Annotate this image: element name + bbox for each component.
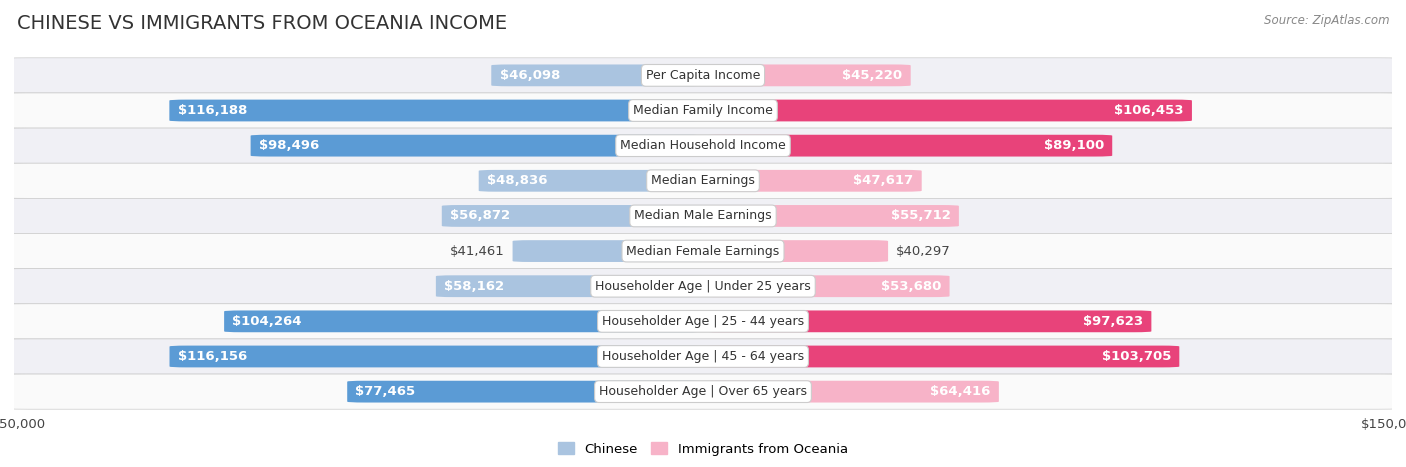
Text: $103,705: $103,705 <box>1102 350 1171 363</box>
Text: Median Household Income: Median Household Income <box>620 139 786 152</box>
Text: $89,100: $89,100 <box>1043 139 1104 152</box>
Text: $46,098: $46,098 <box>499 69 560 82</box>
Text: Median Male Earnings: Median Male Earnings <box>634 209 772 222</box>
Text: $45,220: $45,220 <box>842 69 903 82</box>
FancyBboxPatch shape <box>250 135 703 156</box>
Text: Source: ZipAtlas.com: Source: ZipAtlas.com <box>1264 14 1389 27</box>
FancyBboxPatch shape <box>513 240 703 262</box>
FancyBboxPatch shape <box>170 346 703 368</box>
Text: Median Earnings: Median Earnings <box>651 174 755 187</box>
Text: Householder Age | Under 25 years: Householder Age | Under 25 years <box>595 280 811 293</box>
FancyBboxPatch shape <box>703 346 1180 368</box>
Text: $58,162: $58,162 <box>444 280 505 293</box>
Legend: Chinese, Immigrants from Oceania: Chinese, Immigrants from Oceania <box>553 437 853 461</box>
Text: $116,156: $116,156 <box>177 350 247 363</box>
FancyBboxPatch shape <box>0 163 1406 198</box>
Text: $48,836: $48,836 <box>486 174 547 187</box>
FancyBboxPatch shape <box>0 269 1406 304</box>
Text: Median Female Earnings: Median Female Earnings <box>627 245 779 258</box>
FancyBboxPatch shape <box>703 135 1112 156</box>
FancyBboxPatch shape <box>703 205 959 227</box>
Text: $40,297: $40,297 <box>897 245 950 258</box>
FancyBboxPatch shape <box>491 64 703 86</box>
FancyBboxPatch shape <box>0 93 1406 128</box>
Text: Per Capita Income: Per Capita Income <box>645 69 761 82</box>
FancyBboxPatch shape <box>703 381 998 403</box>
FancyBboxPatch shape <box>0 339 1406 374</box>
FancyBboxPatch shape <box>703 99 1192 121</box>
Text: Householder Age | 25 - 44 years: Householder Age | 25 - 44 years <box>602 315 804 328</box>
FancyBboxPatch shape <box>478 170 703 191</box>
Text: $55,712: $55,712 <box>891 209 950 222</box>
Text: $56,872: $56,872 <box>450 209 510 222</box>
FancyBboxPatch shape <box>703 311 1152 332</box>
FancyBboxPatch shape <box>0 58 1406 93</box>
FancyBboxPatch shape <box>169 99 703 121</box>
Text: CHINESE VS IMMIGRANTS FROM OCEANIA INCOME: CHINESE VS IMMIGRANTS FROM OCEANIA INCOM… <box>17 14 508 33</box>
Text: $97,623: $97,623 <box>1083 315 1143 328</box>
FancyBboxPatch shape <box>441 205 703 227</box>
FancyBboxPatch shape <box>703 64 911 86</box>
FancyBboxPatch shape <box>0 374 1406 409</box>
FancyBboxPatch shape <box>436 276 703 297</box>
Text: $116,188: $116,188 <box>177 104 247 117</box>
FancyBboxPatch shape <box>0 304 1406 339</box>
FancyBboxPatch shape <box>703 170 922 191</box>
FancyBboxPatch shape <box>0 234 1406 269</box>
FancyBboxPatch shape <box>703 276 949 297</box>
Text: $77,465: $77,465 <box>356 385 416 398</box>
FancyBboxPatch shape <box>703 240 889 262</box>
Text: $106,453: $106,453 <box>1114 104 1184 117</box>
Text: $47,617: $47,617 <box>853 174 914 187</box>
FancyBboxPatch shape <box>347 381 703 403</box>
Text: $104,264: $104,264 <box>232 315 302 328</box>
Text: Median Family Income: Median Family Income <box>633 104 773 117</box>
FancyBboxPatch shape <box>0 198 1406 234</box>
Text: $41,461: $41,461 <box>450 245 505 258</box>
FancyBboxPatch shape <box>0 128 1406 163</box>
Text: Householder Age | 45 - 64 years: Householder Age | 45 - 64 years <box>602 350 804 363</box>
Text: $98,496: $98,496 <box>259 139 319 152</box>
Text: $64,416: $64,416 <box>931 385 991 398</box>
Text: Householder Age | Over 65 years: Householder Age | Over 65 years <box>599 385 807 398</box>
FancyBboxPatch shape <box>224 311 703 332</box>
Text: $53,680: $53,680 <box>882 280 941 293</box>
